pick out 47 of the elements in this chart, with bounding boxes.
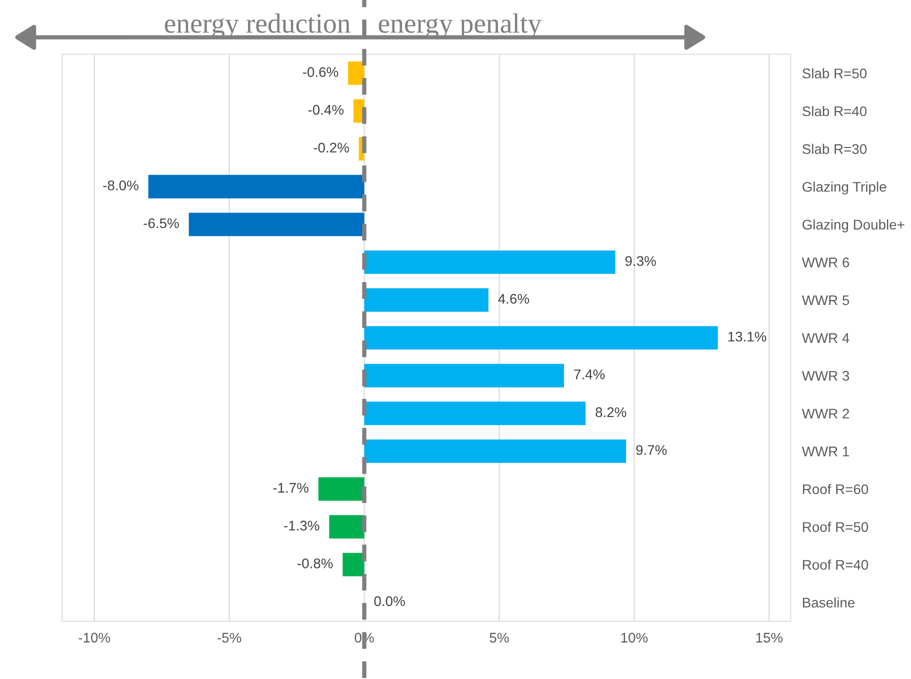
y-tick-label: WWR 2 — [802, 408, 849, 418]
data-label: -6.5% — [144, 218, 179, 228]
data-label: 9.3% — [625, 256, 656, 266]
y-tick-label: Slab R=50 — [802, 68, 867, 78]
data-label: 7.4% — [574, 370, 605, 380]
y-tick-label: WWR 4 — [802, 333, 850, 343]
y-tick-label: WWR 5 — [802, 295, 850, 306]
data-label: -0.6% — [302, 67, 338, 77]
y-tick-label: Roof R=60 — [803, 484, 868, 494]
data-label: -1.7% — [273, 482, 308, 493]
y-tick-label: Glazing Double+ — [802, 219, 904, 232]
y-tick-label: Roof R=50 — [803, 522, 868, 532]
bar — [348, 62, 364, 85]
bar — [188, 212, 364, 236]
y-tick-label: WWR 6 — [802, 258, 850, 268]
y-tick-label: Baseline — [803, 597, 855, 608]
x-tick-label: 5% — [490, 632, 509, 643]
data-label: 8.2% — [596, 407, 626, 418]
x-tick-label: -5% — [218, 632, 242, 643]
y-tick-label: Slab R=30 — [802, 144, 867, 154]
data-label: 9.7% — [636, 445, 667, 455]
y-tick-label: WWR 1 — [802, 446, 850, 456]
bar — [364, 364, 564, 388]
data-label: -0.4% — [308, 104, 344, 115]
bar — [329, 515, 364, 539]
data-label: 13.1% — [728, 332, 766, 342]
y-tick-label: Roof R=40 — [803, 560, 868, 570]
y-tick-label: WWR 3 — [802, 370, 850, 381]
bar — [364, 326, 718, 350]
bar — [364, 250, 616, 274]
data-label: -0.8% — [298, 558, 333, 568]
data-label: 0.0% — [374, 596, 405, 606]
x-tick-label: -10% — [78, 632, 110, 643]
bar — [364, 288, 488, 312]
data-label: 4.6% — [498, 294, 530, 304]
data-label: -1.3% — [284, 520, 320, 531]
x-tick-label: 15% — [756, 632, 783, 643]
bar — [318, 477, 364, 501]
bar — [364, 402, 586, 426]
y-tick-label: Glazing Triple — [802, 182, 886, 195]
bar — [148, 174, 364, 198]
bar — [364, 439, 626, 463]
bar — [342, 552, 364, 576]
x-tick-label: 10% — [621, 632, 648, 643]
y-tick-label: Slab R=40 — [802, 106, 867, 116]
data-label: -0.2% — [314, 142, 349, 153]
data-label: -8.0% — [103, 180, 138, 190]
